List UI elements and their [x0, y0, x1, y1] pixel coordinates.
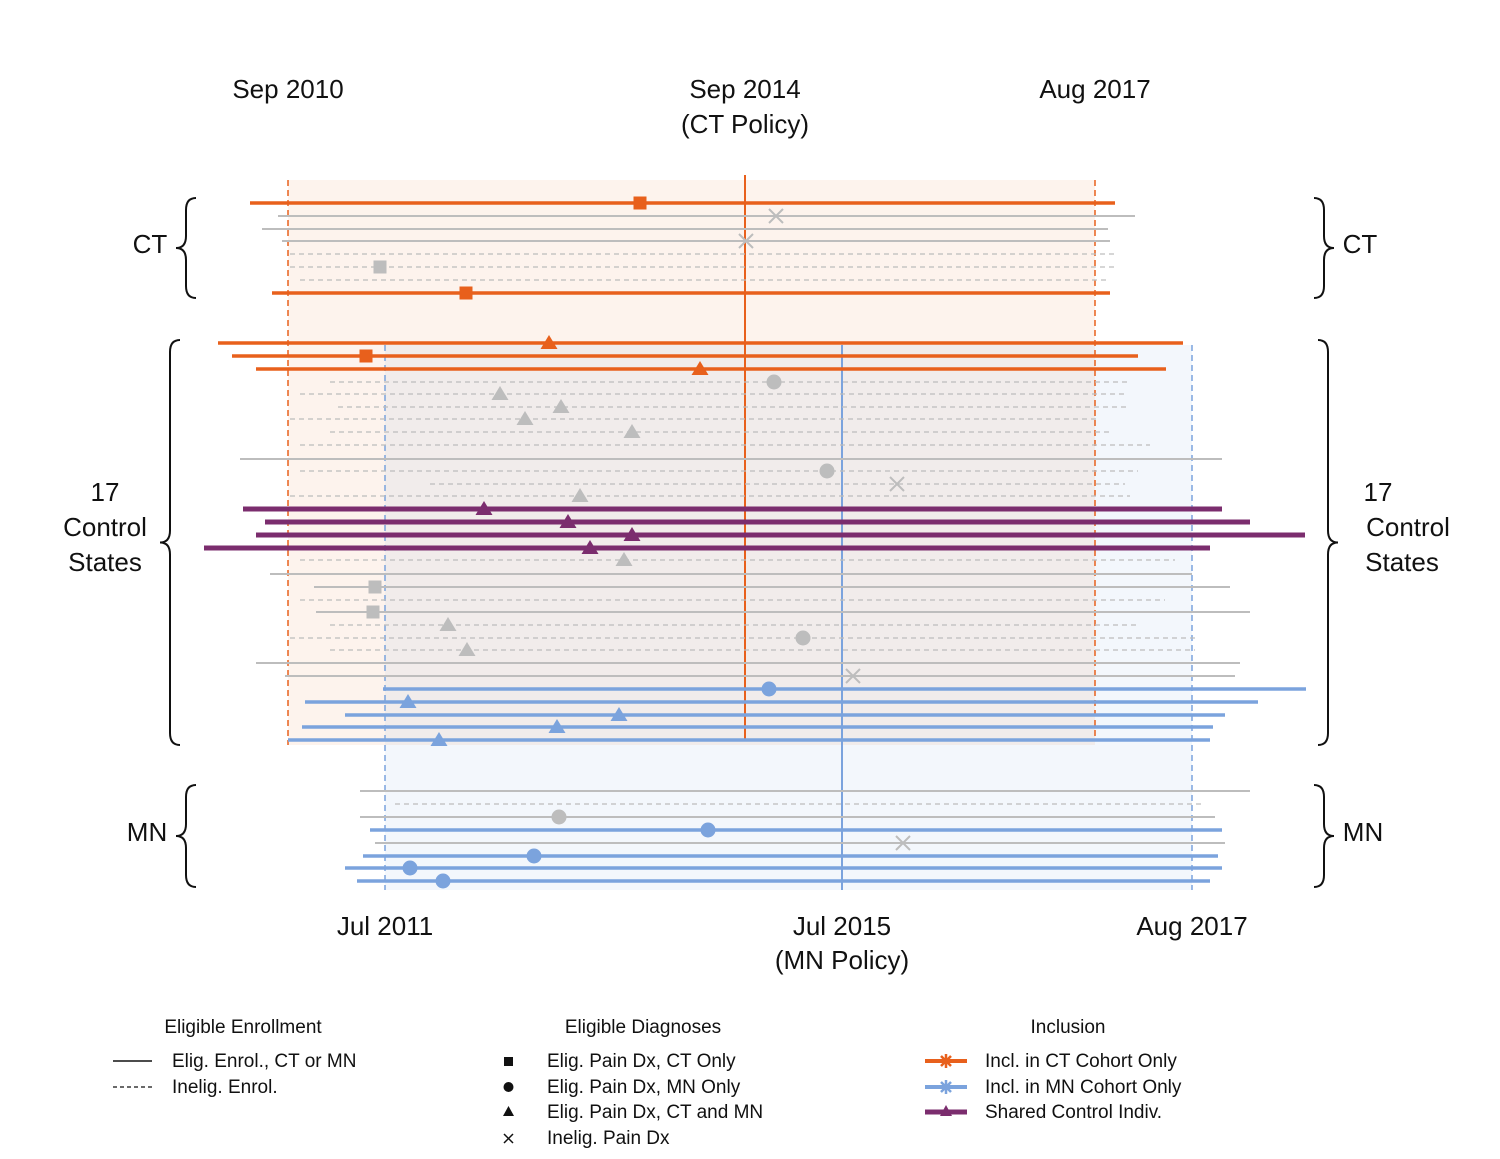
marker: [768, 208, 784, 224]
marker: [458, 642, 476, 656]
marker: [691, 361, 709, 375]
marker: [368, 580, 382, 594]
marker: [738, 233, 754, 249]
brace: [159, 339, 181, 746]
marker: [548, 719, 566, 733]
marker: [491, 386, 509, 400]
legend-item: Elig. Pain Dx, CT and MN: [547, 1102, 763, 1123]
marker: [571, 488, 589, 502]
group-label: MN: [1343, 817, 1383, 847]
brace: [175, 197, 197, 299]
group-label: States: [68, 547, 142, 577]
group-label: States: [1365, 547, 1439, 577]
marker: [610, 707, 628, 721]
top-date: Aug 2017: [1039, 74, 1150, 104]
legend-item: Shared Control Indiv.: [985, 1102, 1162, 1123]
group-label: Control: [63, 512, 147, 542]
ct-window: [288, 180, 1095, 745]
marker: [439, 617, 457, 631]
legend-item: Incl. in MN Cohort Only: [985, 1077, 1182, 1098]
marker: [581, 540, 599, 554]
legend-item: Inelig. Enrol.: [172, 1077, 278, 1098]
top-date-note: (CT Policy): [681, 109, 809, 139]
brace: [1313, 197, 1335, 299]
legend-item: Elig. Pain Dx, CT Only: [547, 1051, 736, 1072]
mn-window: [385, 345, 1192, 890]
marker: [615, 552, 633, 566]
legend-item: Inelig. Pain Dx: [547, 1128, 670, 1149]
marker: [435, 873, 451, 889]
marker: [359, 349, 373, 363]
marker: [700, 822, 716, 838]
legend-marker: [939, 1054, 953, 1068]
legend-item: Elig. Pain Dx, MN Only: [547, 1077, 741, 1098]
legend-marker: [940, 1105, 952, 1116]
individual-rows: [204, 196, 1306, 889]
legend-item: Elig. Enrol., CT or MN: [172, 1051, 356, 1072]
bottom-date-note: (MN Policy): [775, 945, 909, 975]
marker: [402, 860, 418, 876]
legend: Eligible Enrollment Elig. Enrol., CT or …: [113, 1017, 1182, 1149]
marker: [475, 501, 493, 515]
marker: [845, 668, 861, 684]
group-label: CT: [1343, 229, 1378, 259]
top-date: Sep 2014: [689, 74, 800, 104]
group-label: 17: [91, 477, 120, 507]
group-label: 17: [1364, 477, 1393, 507]
marker: [795, 630, 811, 646]
marker: [366, 605, 380, 619]
marker: [889, 476, 905, 492]
legend-title: Eligible Enrollment: [164, 1017, 322, 1038]
marker: [552, 399, 570, 413]
marker: [459, 286, 473, 300]
group-label: Control: [1366, 512, 1450, 542]
legend-title: Eligible Diagnoses: [565, 1017, 721, 1038]
marker: [540, 335, 558, 349]
marker: [633, 196, 647, 210]
marker: [526, 848, 542, 864]
group-label: MN: [127, 817, 167, 847]
marker: [430, 732, 448, 746]
legend-item: Incl. in CT Cohort Only: [985, 1051, 1177, 1072]
marker: [399, 694, 417, 708]
marker: [559, 514, 577, 528]
marker: [895, 835, 911, 851]
marker: [623, 527, 641, 541]
marker: [766, 374, 782, 390]
marker: [623, 424, 641, 438]
brace: [1317, 339, 1339, 746]
marker: [761, 681, 777, 697]
marker: [551, 809, 567, 825]
top-date: Sep 2010: [232, 74, 343, 104]
group-label: CT: [133, 229, 168, 259]
brace: [175, 784, 197, 888]
marker: [819, 463, 835, 479]
brace: [1313, 784, 1335, 888]
legend-marker: [939, 1080, 953, 1094]
legend-title: Inclusion: [1031, 1017, 1106, 1038]
bottom-date: Jul 2015: [793, 911, 891, 941]
bottom-date: Jul 2011: [337, 911, 433, 941]
braces: [159, 197, 1339, 888]
marker: [373, 260, 387, 274]
bottom-date: Aug 2017: [1136, 911, 1247, 941]
marker: [516, 411, 534, 425]
